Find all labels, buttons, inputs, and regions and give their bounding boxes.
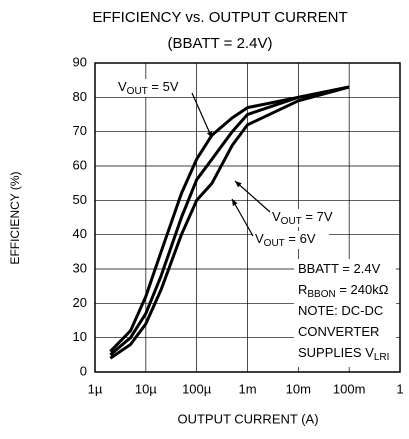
x-axis-label: OUTPUT CURRENT (A) — [177, 411, 318, 426]
label-part: = 7V — [302, 209, 333, 224]
y-tick-label: 50 — [73, 192, 87, 207]
label-part: NOTE: DC-DC — [298, 303, 383, 318]
note-box — [294, 259, 396, 367]
arrow-head — [232, 199, 238, 206]
plot-border — [94, 62, 401, 373]
chart-title: EFFICIENCY vs. OUTPUT CURRENT — [92, 9, 347, 26]
y-tick-label: 90 — [73, 54, 87, 69]
label-part: V — [272, 209, 281, 224]
label-part: OUT — [281, 216, 302, 227]
arrow — [234, 180, 271, 213]
x-tick-label: 100µ — [182, 381, 212, 396]
label-part: CONVERTER — [298, 324, 379, 339]
note-line: NOTE: DC-DC — [298, 303, 383, 318]
x-tick-label: 10µ — [135, 381, 157, 396]
y-tick-label: 80 — [73, 89, 87, 104]
note-line: CONVERTER — [298, 324, 379, 339]
label-part: LRI — [374, 352, 390, 363]
y-tick-label: 0 — [80, 363, 87, 378]
label-part: R — [298, 282, 307, 297]
label-part: BBON — [307, 289, 335, 300]
label-part: = 6V — [285, 231, 316, 246]
arrow — [191, 92, 213, 139]
x-tick-label: 1m — [238, 381, 256, 396]
y-tick-label: 10 — [73, 329, 87, 344]
label-part: OUT — [127, 86, 148, 97]
arrow-head — [235, 181, 242, 188]
note-line: RBBON = 240kΩ — [298, 282, 389, 299]
x-tick-label: 100m — [333, 381, 366, 396]
label-bg — [253, 231, 329, 249]
arrow-head — [206, 131, 212, 138]
y-tick-label: 30 — [73, 260, 87, 275]
note-line: SUPPLIES VLRI — [298, 345, 389, 362]
x-tick-label: 10m — [286, 381, 311, 396]
y-axis-label: EFFICIENCY (%) — [8, 171, 22, 264]
label-part: V — [118, 79, 127, 94]
label-part: = 5V — [148, 79, 179, 94]
series-line — [109, 85, 350, 353]
y-tick-label: 20 — [73, 295, 87, 310]
x-tick-label: 1µ — [88, 381, 103, 396]
arrow — [231, 198, 254, 237]
annotation: VOUT = 7V — [272, 209, 333, 226]
chart-subtitle: (BBATT = 2.4V) — [168, 35, 273, 52]
label-part: OUT — [264, 238, 285, 249]
label-part: BBATT = 2.4V — [298, 261, 381, 276]
series-line — [109, 85, 350, 360]
annotation: VOUT = 6V — [255, 231, 316, 248]
annotation: VOUT = 5V — [118, 79, 179, 96]
x-tick-label: 1 — [396, 381, 403, 396]
label-part: SUPPLIES V — [298, 345, 374, 360]
note-line: BBATT = 2.4V — [298, 261, 381, 276]
y-tick-label: 60 — [73, 157, 87, 172]
series-line — [109, 85, 350, 356]
y-tick-label: 40 — [73, 226, 87, 241]
label-bg — [116, 79, 192, 97]
label-part: V — [255, 231, 264, 246]
y-tick-label: 70 — [73, 123, 87, 138]
label-part: = 240kΩ — [336, 282, 389, 297]
label-bg — [270, 209, 346, 227]
